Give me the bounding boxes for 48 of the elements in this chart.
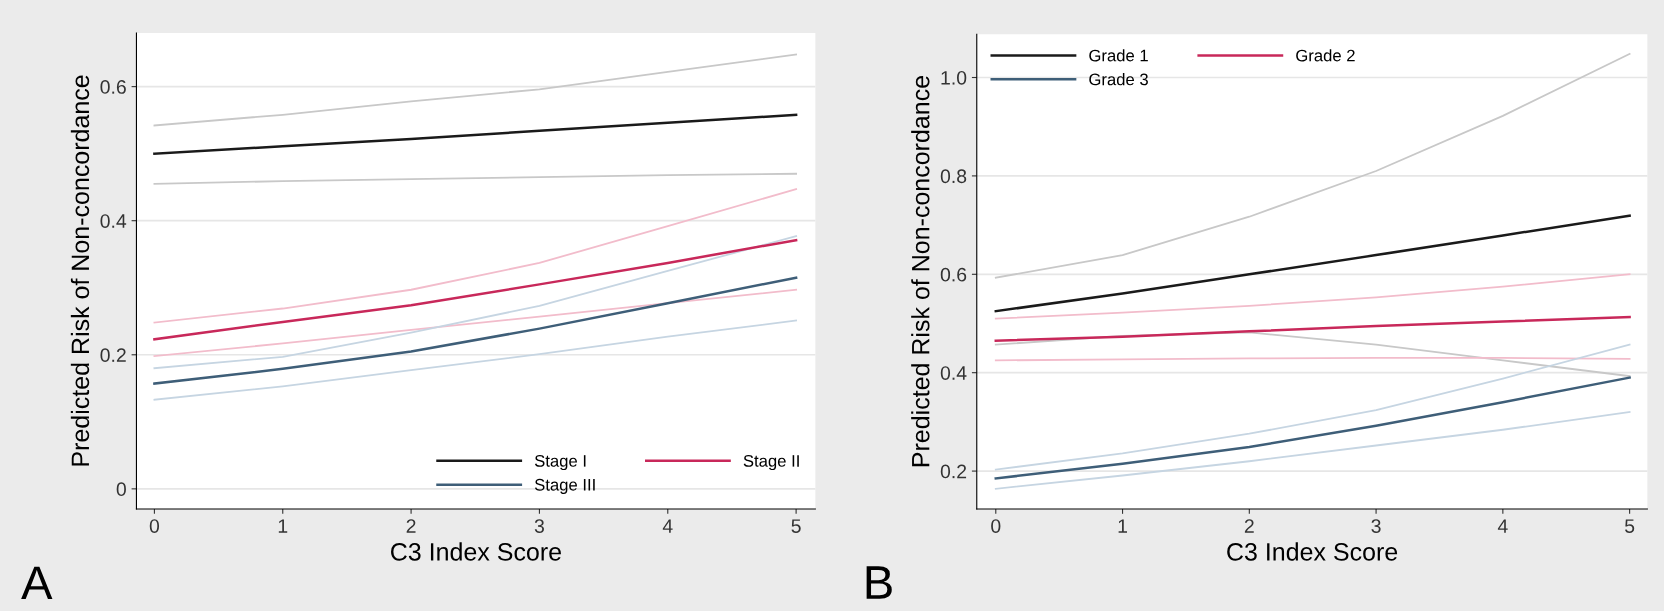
text: A: [21, 566, 53, 600]
line-series: [153, 53, 798, 127]
x-tick-label: 5: [1624, 519, 1635, 533]
legend-label: Grade 2: [1296, 49, 1355, 62]
line-series: [994, 214, 1631, 313]
x-tick-label: 2: [1244, 519, 1254, 533]
line-series: [994, 343, 1631, 471]
y-tick-label: 0.2: [100, 348, 126, 363]
line-series: [153, 235, 798, 370]
x-tick-label: 4: [662, 519, 673, 533]
x-axis-title: C3 Index Score: [391, 542, 561, 561]
legend-label: Grade 3: [1089, 73, 1148, 86]
y-tick-label: 0.6: [100, 80, 126, 94]
x-tick-label: 1: [1118, 519, 1128, 533]
y-tick-label: 0.8: [940, 169, 967, 184]
y-tick-label: 0.2: [940, 464, 967, 479]
legend-label: Stage I: [534, 455, 586, 471]
x-tick-label: 3: [534, 519, 544, 533]
legend-label: Stage II: [743, 455, 799, 471]
x-tick-label: 1: [278, 519, 288, 533]
y-tick-label: 1.0: [941, 70, 967, 85]
legend-label: Grade 1: [1089, 49, 1148, 62]
y-tick-label: 0.6: [940, 267, 967, 282]
line-series: [153, 113, 798, 155]
x-tick-label: 0: [991, 519, 1001, 533]
x-tick-label: 3: [1371, 519, 1381, 533]
x-tick-label: 0: [149, 519, 160, 533]
line-series: [153, 188, 798, 324]
x-tick-label: 5: [791, 519, 801, 533]
line-series: [994, 315, 1631, 342]
line-series: [153, 319, 798, 401]
line-series: [153, 238, 798, 341]
legend-label: Stage III: [534, 478, 595, 494]
x-tick-label: 2: [406, 519, 416, 533]
line-series: [994, 411, 1631, 490]
x-axis-title: C3 Index Score: [1227, 542, 1398, 561]
line-series: [994, 273, 1631, 320]
y-axis-title: Predicted Risk of Non-concordance: [911, 76, 930, 467]
line-series: [994, 376, 1631, 480]
x-tick-label: 4: [1497, 519, 1508, 533]
y-tick-label: 0.4: [940, 366, 967, 380]
line-series: [153, 276, 798, 385]
y-axis-title: Predicted Risk of Non-concordance: [70, 75, 90, 466]
text: B: [866, 566, 892, 599]
y-tick-label: 0: [116, 482, 126, 497]
y-tick-label: 0.4: [100, 214, 127, 228]
line-series: [153, 172, 798, 185]
line-series: [153, 288, 798, 358]
